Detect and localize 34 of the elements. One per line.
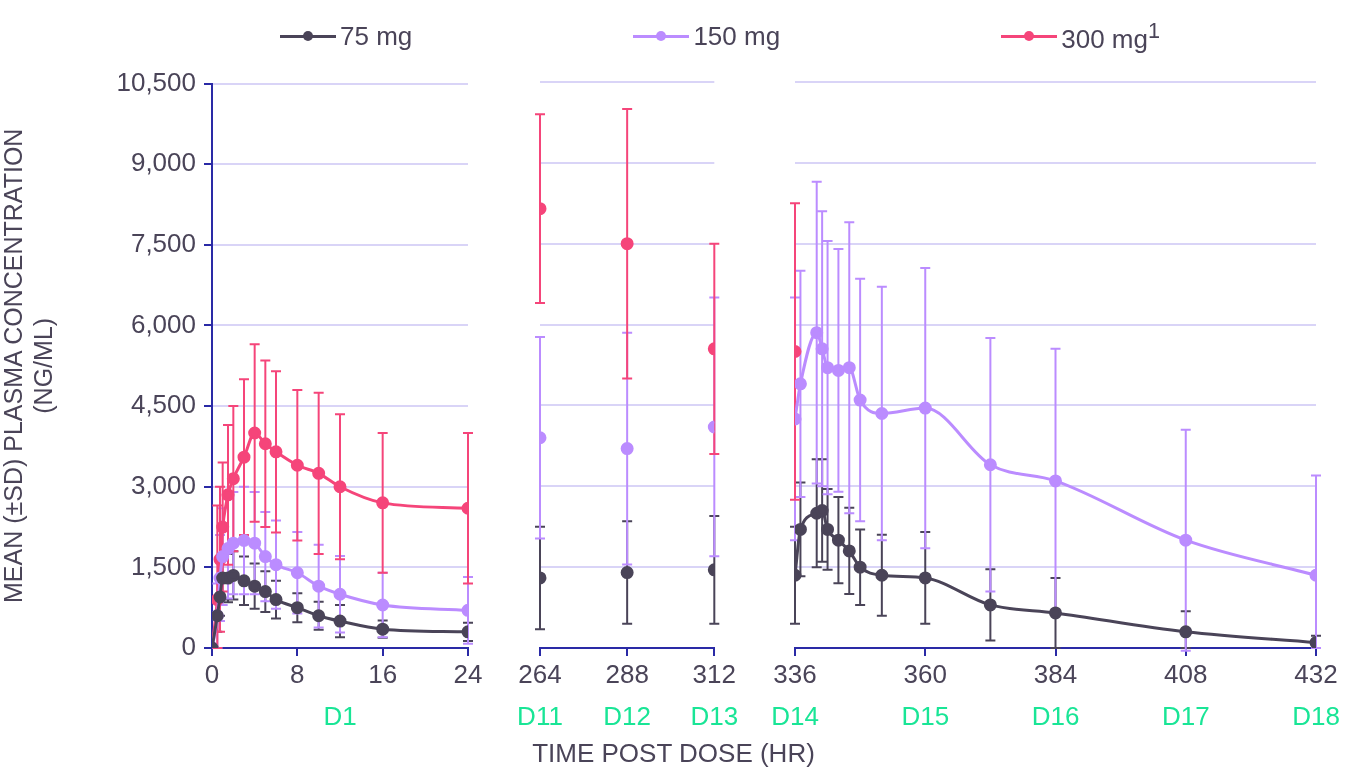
x-tick-label: 432 [1294,658,1338,689]
legend-label: 150 mg [693,20,781,52]
y-tick-label: 0 [181,631,196,662]
y-tick-label: 6,000 [130,308,196,339]
x-tick-label: 360 [903,658,947,689]
x-tick-label: 408 [1164,658,1208,689]
text: D17 [1161,701,1210,732]
y-tick-label: 7,500 [130,228,196,259]
x-tick-label: 24 [453,658,483,689]
x-tick-label: 288 [605,658,649,689]
legend-label: 75 mg [340,20,413,52]
x-tick-label: 264 [518,658,562,689]
y-tick-label: 4,500 [130,389,196,420]
text: D1 [323,701,357,732]
x-tick-label: 336 [773,658,817,689]
x-tick-label: 384 [1033,658,1078,689]
y-axis-title: MEAN (±SD) PLASMA CONCENTRATION (NG/ML) [0,128,57,604]
x-tick-label: 0 [204,658,220,689]
text: D11 [517,701,563,732]
text: D16 [1031,701,1080,732]
y-tick-label: 1,500 [130,550,196,581]
text: D13 [690,701,739,732]
text: D15 [901,701,950,732]
y-tick-label: 3,000 [130,469,196,500]
x-axis-title: TIME POST DOSE (HR) [531,738,816,769]
x-tick-label: 8 [290,658,305,689]
x-tick-label: 312 [692,658,737,689]
text: D12 [603,701,652,732]
y-tick-label: 10,500 [116,66,196,97]
legend-label: 300 mg$^{1}$ [1061,18,1160,55]
text: D14 [771,701,819,732]
y-tick-label: 9,000 [130,147,196,178]
text: D18 [1292,701,1340,732]
x-tick-label: 16 [368,658,398,689]
